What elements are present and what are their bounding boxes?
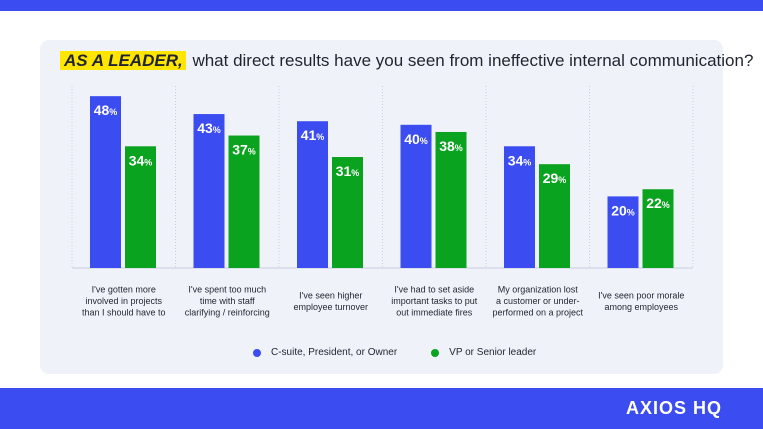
legend-item-vp: VP or Senior leader bbox=[431, 347, 536, 358]
legend-label-vp: VP or Senior leader bbox=[449, 347, 537, 358]
bar-vp-5 bbox=[642, 189, 674, 268]
legend-swatch-csuite bbox=[253, 348, 261, 357]
bar-csuite-4 bbox=[504, 146, 535, 268]
data-label: 20% bbox=[611, 202, 635, 218]
data-label: 41% bbox=[301, 127, 325, 143]
data-label: 40% bbox=[404, 131, 428, 147]
legend-item-csuite: C-suite, President, or Owner bbox=[253, 347, 397, 358]
legend-swatch-vp bbox=[431, 348, 440, 357]
bar-csuite-5 bbox=[607, 196, 639, 268]
data-label: 29% bbox=[543, 170, 567, 186]
data-label: 37% bbox=[232, 142, 256, 158]
bottom-brand-band bbox=[0, 388, 763, 429]
bar-vp-1 bbox=[228, 135, 260, 268]
data-label: 31% bbox=[336, 163, 360, 179]
title-highlight: AS A LEADER, bbox=[60, 51, 186, 70]
category-label: I've seen poor morale among employees bbox=[598, 290, 684, 312]
bar-vp-4 bbox=[539, 164, 570, 268]
data-label: 22% bbox=[646, 195, 670, 211]
data-label: 43% bbox=[197, 120, 221, 136]
title-text: what direct results have you seen from i… bbox=[192, 51, 754, 70]
bar-csuite-1 bbox=[193, 114, 225, 268]
bar-csuite-3 bbox=[400, 124, 432, 268]
bar-csuite-2 bbox=[297, 121, 328, 268]
bar-vp-0 bbox=[125, 146, 156, 268]
category-label: I've had to set aside important tasks to … bbox=[391, 285, 478, 318]
bar-vp-3 bbox=[435, 131, 467, 268]
top-accent-band bbox=[0, 0, 763, 11]
data-label: 34% bbox=[508, 152, 532, 168]
legend-label-csuite: C-suite, President, or Owner bbox=[271, 347, 398, 358]
category-label: My organization lost a customer or under-… bbox=[492, 285, 583, 318]
legend: C-suite, President, or Owner VP or Senio… bbox=[253, 347, 570, 358]
category-label: I've seen higher employee turnover bbox=[293, 290, 368, 312]
axios-hq-logo: AXIOS HQ bbox=[625, 398, 722, 418]
category-label: I've gotten more involved in projects than… bbox=[82, 285, 166, 318]
data-label: 48% bbox=[94, 102, 118, 118]
data-label: 38% bbox=[439, 138, 463, 154]
data-label: 34% bbox=[129, 152, 153, 168]
chart-title: AS A LEADER, what direct results have yo… bbox=[60, 51, 753, 71]
bar-csuite-0 bbox=[90, 96, 121, 268]
bar-vp-2 bbox=[332, 157, 363, 268]
category-label: I've spent too much time with staff clarif… bbox=[185, 285, 270, 318]
